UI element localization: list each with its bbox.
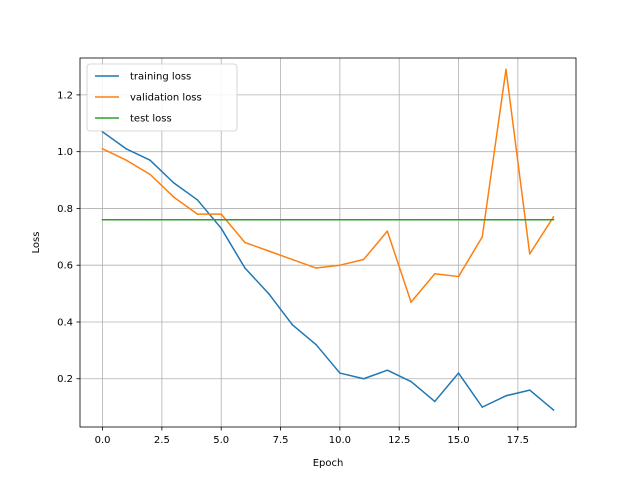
training-loss-point (528, 389, 531, 391)
validation-loss-point (434, 272, 436, 275)
x-tick-label: 12.5 (388, 435, 410, 446)
x-tick-label: 10.0 (329, 435, 351, 446)
test-loss-point (386, 219, 389, 221)
y-tick-label: 0.4 (57, 317, 73, 328)
test-loss-point (528, 219, 531, 221)
test-loss-point (220, 219, 222, 221)
training-loss-point (244, 267, 246, 269)
training-loss-point (149, 159, 151, 161)
training-loss-point (457, 372, 460, 374)
validation-loss-point (339, 264, 341, 266)
test-loss-point (410, 219, 412, 221)
training-loss-point (339, 372, 341, 374)
test-loss-point (244, 219, 246, 221)
test-loss-point (481, 219, 484, 221)
y-tick-label: 0.2 (57, 374, 73, 385)
tick-layer: 0.0 2.5 5.0 7.5 10.0 12.5 15.0 17.5 0.2 0.4 0.6 0.8… (57, 90, 529, 446)
x-tick-label: 5.0 (213, 435, 229, 446)
validation-loss-point (196, 213, 199, 215)
training-loss-point (552, 409, 555, 411)
plot-frame (79, 57, 577, 428)
validation-loss-point (172, 196, 175, 198)
series-layer (101, 68, 555, 412)
x-tick-label: 7.5 (273, 435, 289, 446)
training-loss-point (481, 406, 484, 408)
training-loss-point (125, 148, 128, 150)
y-tick-label: 1.0 (57, 147, 73, 158)
training-loss-point (291, 324, 294, 326)
legend-label-test-loss: test loss (130, 114, 172, 125)
validation-loss-point (315, 267, 317, 269)
validation-loss-point (101, 148, 104, 150)
training-loss-line (101, 130, 555, 412)
training-loss-point (267, 292, 270, 295)
training-loss-point (220, 227, 222, 230)
validation-loss-point (244, 241, 246, 244)
x-tick-label: 2.5 (154, 435, 170, 446)
x-tick-label: 17.5 (507, 435, 529, 446)
validation-loss-point (125, 159, 128, 161)
validation-loss-point (410, 301, 412, 303)
test-loss-point (552, 219, 555, 221)
test-loss-point (267, 219, 270, 221)
test-loss-point (149, 219, 151, 221)
y-tick-label: 1.2 (57, 90, 73, 101)
training-loss-point (172, 182, 175, 184)
x-axis-label: Epoch (313, 458, 344, 469)
test-loss-point (457, 219, 460, 221)
x-tick-label: 0.0 (95, 435, 111, 446)
legend-label-training-loss: training loss (130, 72, 191, 83)
training-loss-point (434, 400, 436, 403)
validation-loss-point (552, 216, 555, 218)
legend-label-validation-loss: validation loss (130, 93, 202, 104)
test-loss-point (434, 219, 436, 221)
test-loss-point (315, 219, 317, 221)
test-loss-point (291, 219, 294, 221)
training-loss-point (101, 131, 104, 133)
training-loss-point (410, 380, 412, 383)
validation-loss-point (267, 250, 270, 252)
y-tick-label: 0.6 (57, 261, 73, 272)
training-loss-point (315, 343, 317, 346)
y-tick-label: 0.8 (57, 204, 73, 215)
legend-box (86, 63, 238, 132)
validation-loss-point (528, 253, 531, 255)
legend: training loss validation loss test loss (86, 63, 238, 132)
x-tick-label: 15.0 (447, 435, 469, 446)
test-loss-point (505, 219, 507, 221)
validation-loss-point (457, 275, 460, 278)
validation-loss-line (101, 68, 555, 303)
validation-loss-point (291, 258, 294, 261)
training-loss-point (362, 377, 365, 380)
validation-loss-point (362, 258, 365, 261)
training-loss-point (386, 369, 389, 371)
validation-loss-point (386, 230, 389, 232)
y-axis-label: Loss (31, 232, 42, 254)
test-loss-point (362, 219, 365, 221)
test-loss-point (172, 219, 175, 221)
test-loss-point (101, 219, 104, 221)
test-loss-point (125, 219, 128, 221)
test-loss-point (196, 219, 199, 221)
training-loss-point (196, 199, 199, 201)
validation-loss-point (505, 68, 507, 71)
validation-loss-point (481, 236, 484, 238)
training-loss-point (505, 395, 507, 397)
validation-loss-point (149, 173, 151, 176)
validation-loss-point (220, 213, 222, 215)
test-loss-point (339, 219, 341, 221)
